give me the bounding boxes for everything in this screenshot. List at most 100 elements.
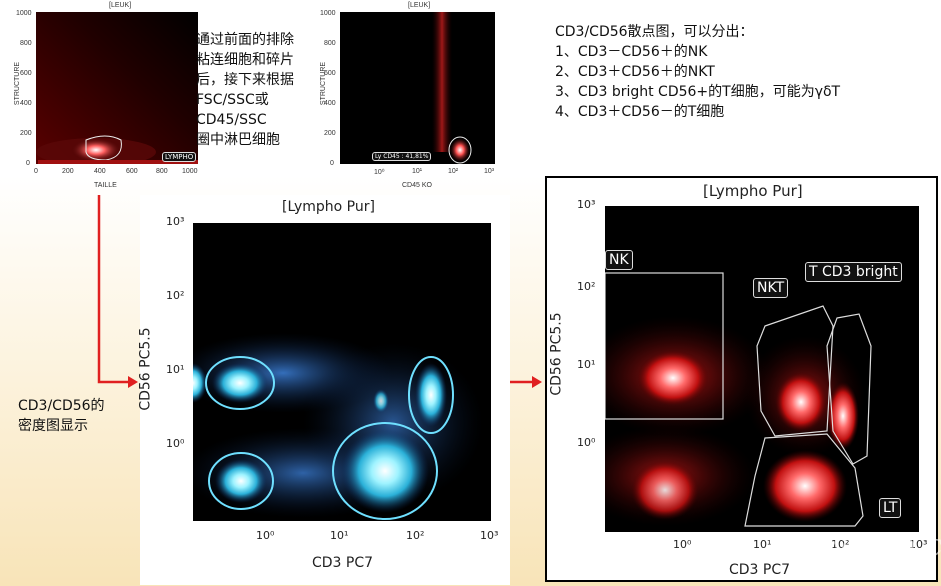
gate-label-lt: LT [879, 498, 902, 518]
top-mid-canvas: Ly CD45 : 41,81% [340, 12, 495, 164]
density-pop [215, 459, 267, 503]
desc-left-line: 圈中淋巴细胞 [196, 132, 280, 148]
desc-left-line: 后，接下来根据 [196, 72, 294, 88]
dot-pop-tbright [827, 382, 859, 450]
top-mid-plot: [LEUK] STRUCTURE Ly CD45 : 41,81% 1000 8… [318, 0, 503, 200]
arrow-line-1 [97, 195, 128, 384]
desc-right-line: 2、CD3＋CD56＋的NKT [555, 64, 715, 80]
density-xlabel: CD3 PC7 [312, 555, 374, 571]
density-svg [173, 333, 483, 520]
top-mid-xlabel: CD45 KO [402, 182, 432, 189]
density-plot: [Lympho Pur] 10³ [137, 195, 510, 585]
arrow-head-2 [532, 376, 542, 388]
top-left-xtick: 1000 [182, 168, 198, 175]
dot-xtick: 10³ [909, 538, 928, 551]
top-left-xtick: 600 [126, 168, 138, 175]
density-canvas [173, 223, 491, 521]
top-mid-xtick: 10³ [484, 168, 495, 175]
top-left-ytick: 1000 [16, 10, 32, 17]
top-left-ytick: 200 [20, 130, 32, 137]
top-left-canvas: LYMPHO [36, 12, 198, 166]
desc-left: 通过前面的排除 粘连细胞和碎片 后，接下来根据 FSC/SSC或 CD45/SS… [196, 30, 326, 150]
dot-xtick: 10⁰ [673, 538, 692, 551]
top-mid-svg [432, 12, 472, 164]
density-caption-line: CD3/CD56的 [18, 398, 105, 414]
top-left-xtick: 0 [34, 168, 38, 175]
density-pop [373, 389, 389, 413]
desc-left-line: CD45/SSC [196, 112, 267, 128]
density-title: [Lympho Pur] [282, 199, 375, 215]
density-ytick: 10⁰ [166, 437, 185, 450]
dot-ytick: 10¹ [577, 358, 596, 371]
dot-xtick: 10² [831, 538, 850, 551]
top-left-ytick: 800 [20, 40, 32, 47]
density-xtick: 10⁰ [256, 529, 275, 542]
dot-ytick: 10³ [577, 198, 596, 211]
desc-right-line: 1、CD3－CD56＋的NK [555, 44, 708, 60]
dot-pop-dn [631, 460, 699, 520]
density-pop [341, 429, 429, 513]
gate-nkt [756, 305, 834, 437]
top-mid-xtick: 10¹ [412, 168, 423, 175]
lympho-gate-label: LYMPHO [162, 152, 197, 162]
dot-ylabel: CD56 PC5.5 [548, 312, 565, 396]
gate-nk [604, 272, 724, 420]
top-mid-ytick: 1000 [320, 10, 336, 17]
dot-ytick: 10⁰ [577, 436, 596, 449]
gate-label-tbright: T CD3 bright [805, 262, 902, 282]
gate-tbright [826, 313, 872, 465]
top-mid-title: [LEUK] [408, 2, 431, 9]
ly-cd45-gate-label: Ly CD45 : 41,81% [372, 152, 432, 161]
desc-right-line: 3、CD3 bright CD56+的T细胞，可能为γδT [555, 84, 841, 100]
top-left-xlabel: TAILLE [94, 182, 117, 189]
top-mid-ytick: 200 [324, 130, 336, 137]
density-ylabel: CD56 PC5.5 [137, 327, 154, 411]
top-mid-ytick: 400 [324, 100, 336, 107]
dot-plot: [Lympho Pur] NK NKT [545, 176, 938, 582]
top-left-xtick: 800 [156, 168, 168, 175]
density-xtick: 10² [406, 529, 425, 542]
density-caption: CD3/CD56的 密度图显示 [18, 396, 105, 436]
density-ytick: 10¹ [166, 363, 185, 376]
top-mid-ytick: 600 [324, 70, 336, 77]
dot-ytick: 10² [577, 280, 596, 293]
desc-left-line: FSC/SSC或 [196, 92, 269, 108]
top-left-xtick: 200 [62, 168, 74, 175]
top-mid-xtick: 10⁰ [374, 169, 385, 176]
density-ytick: 10² [166, 289, 185, 302]
top-left-ytick: 400 [20, 100, 32, 107]
desc-right-line: 4、CD3＋CD56－的T细胞 [555, 104, 725, 120]
top-left-title: [LEUK] [109, 2, 132, 9]
top-left-xtick: 400 [94, 168, 106, 175]
desc-left-line: 通过前面的排除 [196, 32, 294, 48]
top-left-svg [36, 12, 198, 166]
density-xtick: 10³ [480, 529, 499, 542]
density-pop [415, 363, 447, 427]
top-left-ytick: 0 [26, 160, 30, 167]
top-left-plot: [LEUK] STRUCTURE LYMPHO 1000 800 600 400… [14, 0, 204, 205]
watermark: Flowcyto.cn [770, 528, 941, 563]
desc-right: CD3/CD56散点图，可以分出： 1、CD3－CD56＋的NK 2、CD3＋C… [555, 22, 935, 122]
dot-canvas: NK NKT T CD3 bright LT [575, 206, 919, 532]
gate-label-nkt: NKT [753, 278, 789, 298]
desc-left-line: 粘连细胞和碎片 [196, 52, 294, 68]
arrow-head-1 [128, 376, 138, 388]
dot-xtick: 10¹ [753, 538, 772, 551]
dot-pop-nkt [775, 372, 827, 432]
dot-pop-nk [637, 350, 709, 406]
density-xtick: 10¹ [330, 529, 349, 542]
top-mid-xtick: 10² [448, 168, 459, 175]
top-mid-ytick: 0 [330, 160, 334, 167]
desc-right-line: CD3/CD56散点图，可以分出： [555, 24, 754, 40]
density-pop [212, 363, 268, 403]
dot-pop-lt [763, 450, 847, 522]
gate-lt [744, 433, 864, 527]
top-mid-ytick: 800 [324, 40, 336, 47]
top-left-ytick: 600 [20, 70, 32, 77]
density-caption-line: 密度图显示 [18, 418, 88, 434]
dot-xlabel: CD3 PC7 [729, 562, 791, 578]
density-ytick: 10³ [166, 215, 185, 228]
dot-title: [Lympho Pur] [703, 182, 803, 200]
gate-label-nk: NK [605, 250, 633, 270]
dot-svg [575, 272, 872, 527]
